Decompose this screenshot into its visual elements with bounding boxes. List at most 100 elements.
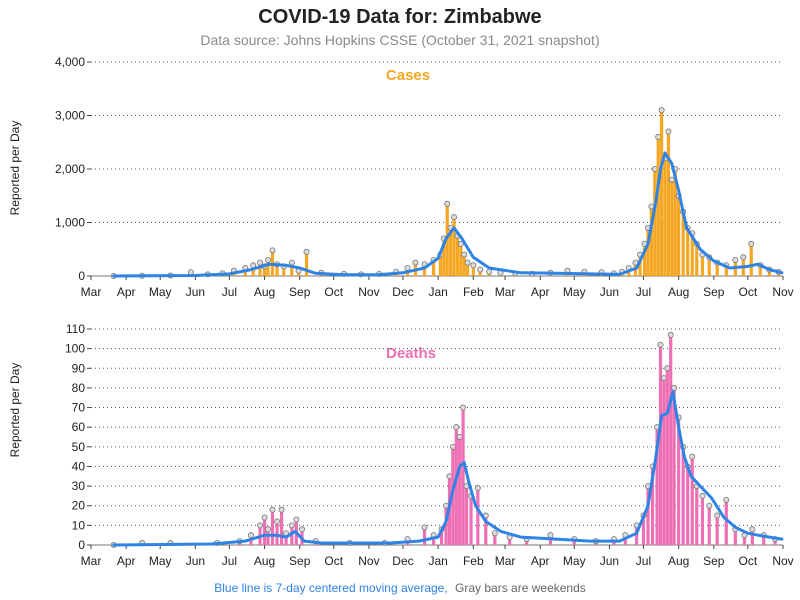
deaths-daily-point <box>261 514 268 521</box>
cases-x-tick-label: Jun <box>600 285 619 299</box>
cases-daily-bar <box>304 251 309 276</box>
cases-x-tick-label: Dec <box>392 285 413 299</box>
cases-daily-bar <box>455 235 460 276</box>
deaths-daily-bar <box>476 488 480 545</box>
deaths-daily-bar <box>665 368 669 545</box>
deaths-x-tick-label: May <box>149 554 172 568</box>
cases-daily-bar <box>677 195 681 276</box>
cases-x-tick-label: Oct <box>738 285 757 299</box>
deaths-daily-bar <box>686 466 690 545</box>
cases-x-tick-label: Nov <box>772 285 793 299</box>
deaths-daily-bar <box>695 486 699 545</box>
cases-daily-point <box>404 264 411 271</box>
cases-chart-panel: Reported per Day Cases 0 1,000 2,000 3,000 4… <box>8 55 794 299</box>
cases-x-tick-label: Sep <box>703 285 725 299</box>
cases-daily-bar <box>643 243 647 276</box>
cases-x-tick-label: Aug <box>668 285 689 299</box>
cases-moving-average-line <box>112 151 784 278</box>
cases-y-tick-label: 4,000 <box>55 55 85 69</box>
deaths-daily-bar <box>641 515 646 545</box>
cases-daily-point <box>461 251 468 258</box>
cases-daily-bar <box>758 265 762 276</box>
deaths-x-tick-label: Dec <box>392 554 413 568</box>
deaths-daily-bar <box>461 407 465 545</box>
footnote-moving-average-note: Blue line is 7-day centered moving avera… <box>214 581 447 595</box>
deaths-bars <box>110 331 779 549</box>
cases-daily-bar <box>638 254 642 276</box>
footnote: Blue line is 7-day centered moving avera… <box>214 581 586 595</box>
cases-daily-bar <box>462 254 466 276</box>
deaths-daily-bar <box>444 505 448 545</box>
cases-daily-bar <box>452 217 456 276</box>
deaths-daily-point <box>714 512 721 519</box>
deaths-y-axis-label: Reported per Day <box>8 363 22 458</box>
deaths-y-tick-label: 90 <box>72 361 86 375</box>
deaths-x-tick-label: Jul <box>222 554 237 568</box>
cases-daily-bar <box>681 211 685 276</box>
deaths-daily-point <box>689 453 696 460</box>
deaths-daily-bar <box>275 521 279 545</box>
cases-daily-bar <box>656 136 660 276</box>
deaths-daily-bar <box>266 529 270 545</box>
deaths-daily-bar <box>484 515 488 545</box>
deaths-x-tick-label: Nov <box>358 554 379 568</box>
deaths-daily-point <box>299 526 306 533</box>
deaths-daily-point <box>699 492 706 499</box>
cases-daily-bar <box>445 203 449 276</box>
deaths-x-tick-label: Feb <box>463 554 484 568</box>
deaths-daily-point <box>264 526 271 533</box>
deaths-daily-point <box>274 518 281 525</box>
deaths-y-tick-label: 110 <box>66 322 85 336</box>
cases-daily-bar <box>275 264 279 276</box>
deaths-daily-bar <box>508 537 512 545</box>
deaths-daily-point <box>657 341 664 348</box>
deaths-y-tick-label: 10 <box>72 518 86 532</box>
deaths-daily-bar <box>669 334 673 545</box>
cases-daily-point <box>748 240 755 247</box>
deaths-daily-point <box>269 506 276 513</box>
cases-daily-bar <box>646 227 650 276</box>
deaths-daily-bar <box>422 527 427 545</box>
deaths-x-tick-label: Apr <box>117 554 136 568</box>
cases-daily-bar <box>290 262 294 276</box>
cases-daily-bar <box>724 265 728 276</box>
cases-x-tick-label: Jul <box>222 285 237 299</box>
deaths-daily-point <box>749 526 756 533</box>
cases-daily-point <box>658 107 665 114</box>
cases-moving-average <box>112 151 784 278</box>
deaths-daily-bar <box>762 535 766 545</box>
deaths-x-tick-label: Apr <box>531 554 550 568</box>
deaths-daily-bar <box>431 535 436 545</box>
cases-x-tick-label: Apr <box>117 285 136 299</box>
cases-daily-point <box>303 248 310 255</box>
deaths-x-tick-label: Jun <box>600 554 619 568</box>
cases-x-tick-label: Jun <box>186 285 205 299</box>
deaths-daily-point <box>453 424 460 431</box>
cases-daily-bar <box>478 269 482 276</box>
deaths-daily-bar <box>469 495 473 545</box>
cases-y-ticks: 0 1,000 2,000 3,000 4,000 <box>55 55 91 283</box>
cases-daily-bar <box>649 206 654 276</box>
deaths-x-tick-label: Jun <box>186 554 205 568</box>
cases-daily-point <box>464 259 471 266</box>
cases-daily-bar <box>449 227 453 276</box>
cases-x-tick-label: Apr <box>531 285 550 299</box>
cases-daily-bar <box>749 243 753 276</box>
cases-x-tick-label: Nov <box>358 285 379 299</box>
cases-daily-point <box>732 256 739 263</box>
deaths-daily-bar <box>439 529 444 545</box>
cases-daily-bar <box>262 266 267 276</box>
cases-daily-point <box>269 247 276 254</box>
cases-y-axis-label: Reported per Day <box>8 121 22 216</box>
deaths-daily-bar <box>279 509 284 545</box>
deaths-daily-bar <box>262 517 267 545</box>
deaths-daily-point <box>706 502 713 509</box>
cases-daily-point <box>257 259 264 266</box>
deaths-panel-title: Deaths <box>386 345 436 362</box>
cases-daily-bar <box>251 265 255 276</box>
deaths-daily-point <box>667 331 674 338</box>
cases-x-tick-label: Mar <box>495 285 516 299</box>
cases-daily-bar <box>282 266 286 276</box>
cases-daily-bar <box>660 110 664 277</box>
cases-daily-point <box>412 259 419 266</box>
